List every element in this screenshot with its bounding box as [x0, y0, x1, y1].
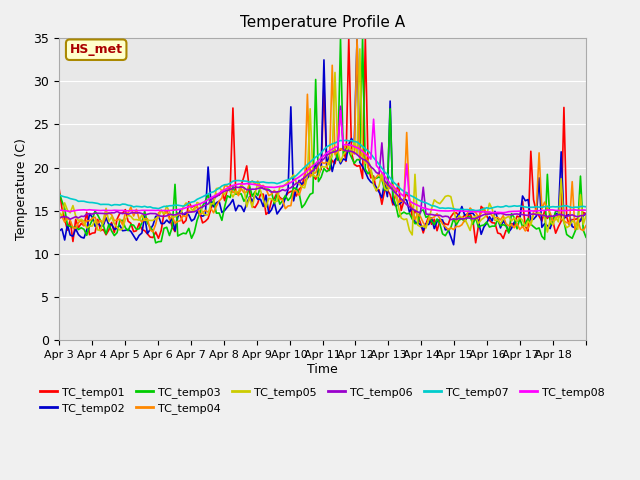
TC_temp02: [450, 242, 458, 248]
Line: TC_temp08: TC_temp08: [59, 111, 586, 213]
TC_temp03: [119, 217, 127, 223]
TC_temp02: [359, 164, 367, 169]
TC_temp06: [582, 211, 590, 216]
TC_temp04: [323, 159, 330, 165]
TC_temp07: [268, 180, 275, 186]
TC_temp01: [119, 210, 127, 216]
TC_temp05: [582, 213, 590, 218]
TC_temp01: [582, 211, 590, 216]
TC_temp02: [273, 211, 281, 217]
TC_temp05: [356, 46, 364, 52]
TC_temp06: [119, 211, 127, 216]
TC_temp06: [359, 156, 367, 162]
TC_temp02: [353, 35, 361, 41]
TC_temp07: [119, 201, 127, 207]
TC_temp06: [337, 103, 344, 109]
TC_temp05: [268, 196, 275, 202]
Line: TC_temp04: TC_temp04: [59, 38, 586, 232]
TC_temp02: [582, 211, 590, 217]
TC_temp08: [359, 148, 367, 154]
TC_temp06: [273, 189, 281, 195]
TC_temp08: [119, 207, 127, 213]
TC_temp07: [389, 179, 397, 184]
TC_temp01: [472, 240, 479, 246]
TC_temp04: [271, 188, 278, 193]
TC_temp03: [323, 169, 330, 175]
Y-axis label: Temperature (C): Temperature (C): [15, 138, 28, 240]
Line: TC_temp07: TC_temp07: [59, 140, 586, 211]
TC_temp08: [582, 207, 590, 213]
TC_temp06: [320, 156, 328, 162]
TC_temp04: [149, 229, 157, 235]
TC_temp03: [359, 35, 367, 41]
TC_temp04: [392, 189, 399, 195]
TC_temp01: [389, 202, 397, 208]
TC_temp08: [268, 184, 275, 190]
TC_temp08: [337, 108, 344, 114]
TC_temp05: [320, 164, 328, 170]
TC_temp04: [55, 216, 63, 222]
TC_temp07: [320, 146, 328, 152]
TC_temp06: [55, 215, 63, 221]
TC_temp07: [359, 144, 367, 149]
TC_temp04: [353, 35, 361, 41]
TC_temp07: [342, 137, 350, 143]
TC_temp06: [389, 187, 397, 193]
Line: TC_temp05: TC_temp05: [59, 49, 586, 235]
TC_temp06: [268, 189, 275, 195]
Text: HS_met: HS_met: [70, 43, 123, 56]
TC_temp04: [276, 196, 284, 202]
Line: TC_temp06: TC_temp06: [59, 106, 586, 220]
TC_temp07: [472, 208, 479, 214]
TC_temp07: [582, 204, 590, 210]
TC_temp08: [320, 153, 328, 158]
TC_temp02: [320, 57, 328, 63]
TC_temp07: [273, 181, 281, 187]
TC_temp01: [345, 35, 353, 41]
TC_temp03: [276, 201, 284, 207]
TC_temp05: [119, 226, 127, 232]
TC_temp05: [389, 183, 397, 189]
TC_temp02: [268, 207, 275, 213]
Legend: TC_temp01, TC_temp02, TC_temp03, TC_temp04, TC_temp05, TC_temp06, TC_temp07, TC_: TC_temp01, TC_temp02, TC_temp03, TC_temp…: [36, 382, 609, 419]
TC_temp05: [408, 232, 416, 238]
TC_temp02: [119, 228, 127, 234]
TC_temp01: [320, 82, 328, 87]
TC_temp08: [273, 184, 281, 190]
Line: TC_temp02: TC_temp02: [59, 38, 586, 245]
TC_temp03: [362, 167, 369, 172]
TC_temp03: [392, 202, 399, 207]
TC_temp03: [55, 190, 63, 196]
TC_temp04: [582, 223, 590, 228]
X-axis label: Time: Time: [307, 363, 338, 376]
TC_temp07: [55, 192, 63, 198]
TC_temp02: [389, 199, 397, 205]
TC_temp01: [273, 190, 281, 196]
TC_temp06: [447, 217, 454, 223]
TC_temp05: [359, 154, 367, 159]
Line: TC_temp03: TC_temp03: [59, 38, 586, 243]
TC_temp05: [273, 198, 281, 204]
TC_temp03: [271, 201, 278, 206]
TC_temp08: [389, 183, 397, 189]
TC_temp04: [362, 152, 369, 157]
TC_temp04: [119, 222, 127, 228]
TC_temp02: [55, 228, 63, 234]
TC_temp05: [55, 209, 63, 215]
Title: Temperature Profile A: Temperature Profile A: [240, 15, 405, 30]
TC_temp08: [499, 210, 507, 216]
TC_temp03: [582, 234, 590, 240]
Line: TC_temp01: TC_temp01: [59, 38, 586, 243]
TC_temp01: [268, 198, 275, 204]
TC_temp01: [55, 186, 63, 192]
TC_temp08: [55, 207, 63, 213]
TC_temp03: [152, 240, 159, 246]
TC_temp01: [359, 176, 367, 181]
